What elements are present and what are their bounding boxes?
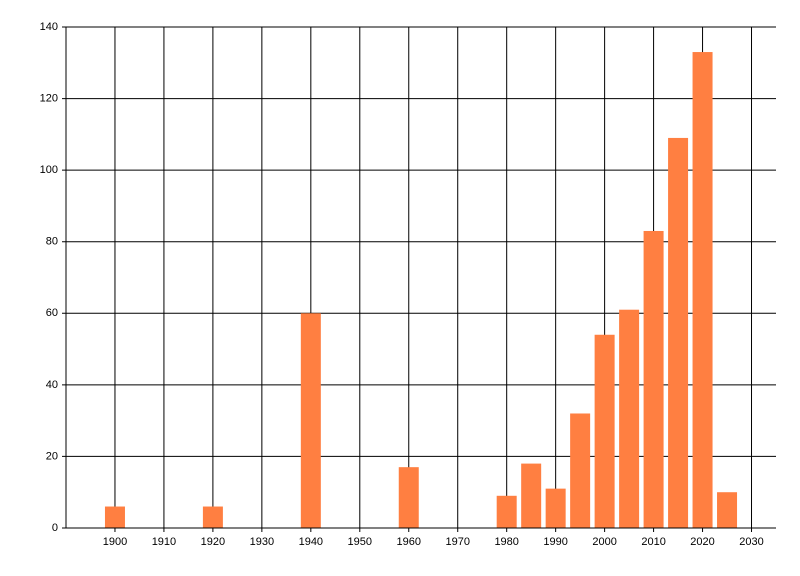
bar — [619, 309, 640, 528]
bar — [643, 230, 664, 528]
x-tick-label: 2000 — [592, 536, 616, 548]
y-tick-label: 120 — [40, 92, 58, 104]
y-tick-label: 40 — [46, 379, 58, 391]
bar — [594, 334, 615, 528]
x-tick-label: 1910 — [152, 536, 176, 548]
x-tick-label: 1970 — [445, 536, 469, 548]
bar — [496, 495, 517, 528]
bar — [545, 488, 566, 528]
x-tick-label: 1990 — [543, 536, 567, 548]
bar — [668, 137, 689, 528]
y-tick-label: 20 — [46, 450, 58, 462]
bar — [717, 492, 738, 528]
x-tick-label: 1930 — [250, 536, 274, 548]
x-tick-label: 1900 — [103, 536, 127, 548]
x-tick-label: 1950 — [348, 536, 372, 548]
bar — [398, 467, 419, 528]
x-tick-label: 2010 — [641, 536, 665, 548]
x-tick-label: 2020 — [690, 536, 714, 548]
x-tick-label: 1960 — [397, 536, 421, 548]
x-tick-label: 2030 — [739, 536, 763, 548]
bar — [570, 413, 591, 528]
bar — [692, 52, 713, 529]
bar — [202, 506, 223, 528]
y-tick-label: 0 — [52, 522, 58, 534]
bar — [300, 313, 321, 528]
y-tick-label: 60 — [46, 307, 58, 319]
x-tick-label: 1980 — [494, 536, 518, 548]
bar — [521, 463, 542, 528]
x-tick-label: 1940 — [299, 536, 323, 548]
bar — [104, 506, 125, 528]
y-tick-label: 100 — [40, 164, 58, 176]
x-tick-label: 1920 — [201, 536, 225, 548]
y-tick-label: 80 — [46, 236, 58, 248]
y-tick-label: 140 — [40, 21, 58, 33]
